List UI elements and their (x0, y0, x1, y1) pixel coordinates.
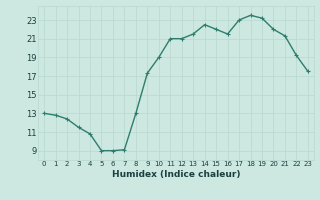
X-axis label: Humidex (Indice chaleur): Humidex (Indice chaleur) (112, 170, 240, 179)
